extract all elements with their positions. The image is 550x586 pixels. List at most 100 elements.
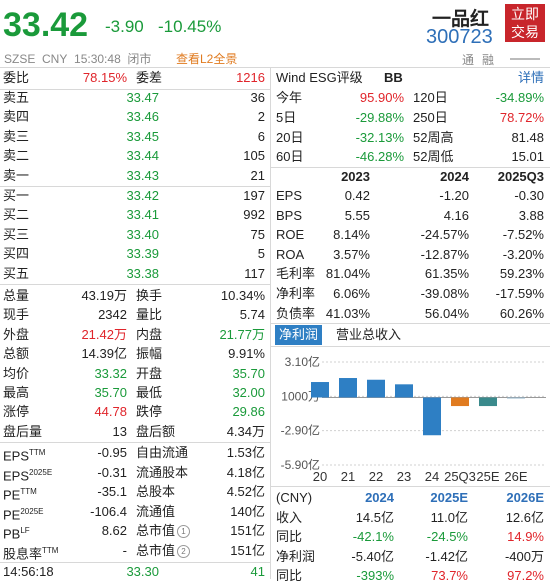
return-label: 20日 <box>276 129 304 145</box>
return-value: 95.90% <box>359 90 404 105</box>
x-tick-label: 20 <box>313 469 327 484</box>
valuation-info-icon[interactable]: 1 <box>177 525 191 539</box>
fin-value: -39.08% <box>420 286 469 301</box>
return-label: 5日 <box>276 109 297 125</box>
currency: CNY <box>42 52 68 66</box>
stat-value: 21.42万 <box>81 326 127 342</box>
level-volume: 21 <box>250 167 265 183</box>
fin-value: 4.16 <box>443 207 469 223</box>
return-value: -32.13% <box>355 129 404 145</box>
fin-value: -17.59% <box>495 286 544 301</box>
fin-label: ROA <box>276 246 305 262</box>
valuation-label-sup: LF <box>20 526 30 536</box>
esg-detail-link[interactable]: 详情 <box>517 70 544 85</box>
fin-value: 3.88 <box>518 207 544 223</box>
fin-label: BPS <box>276 207 303 223</box>
stock-name: 一品红 <box>432 9 490 30</box>
x-tick-label: 25Q3 <box>444 469 476 484</box>
level-price: 33.44 <box>126 148 159 164</box>
return-value: 78.72% <box>499 109 544 125</box>
return-label: 120日 <box>413 90 448 105</box>
stat-value: 44.78 <box>94 404 127 420</box>
tab-revenue[interactable]: 营业总收入 <box>336 327 402 342</box>
stat-value: 35.70 <box>94 385 127 400</box>
fc-col-2025e: 2025E <box>430 490 468 505</box>
x-tick-label: 25E <box>476 469 499 484</box>
fin-table-header: 2023 2024 2025Q3 <box>276 167 546 187</box>
fc-col-2024: 2024 <box>365 490 394 505</box>
stat-row: 总量 43.19万 换手 10.34% <box>3 286 267 306</box>
forecast-label: 净利润 <box>276 548 316 564</box>
fin-value: 60.26% <box>499 305 544 321</box>
forecast-value: -1.42亿 <box>425 548 468 564</box>
x-tick-label: 23 <box>397 469 411 484</box>
stat-row: 盘后量 13 盘后额 4.34万 <box>3 422 267 442</box>
forecast-value: 12.6亿 <box>505 510 544 525</box>
fin-label: 净利率 <box>276 286 316 301</box>
valuation-label-text: 股息率 <box>3 546 43 562</box>
weicha-value: 1216 <box>236 70 265 85</box>
level-price: 33.47 <box>126 90 159 105</box>
tick-time: 14:56:18 <box>3 564 54 579</box>
valuation-label-text: 自由流通 <box>136 445 189 460</box>
bar-22 <box>367 379 385 398</box>
tab-net-profit[interactable]: 净利润 <box>275 325 323 345</box>
trade-button[interactable]: 立即 交易 <box>505 4 545 42</box>
exchange: SZSE <box>4 52 36 66</box>
level-price: 33.39 <box>126 246 159 262</box>
level-price: 33.41 <box>126 207 159 223</box>
stat-label: 振幅 <box>136 346 163 362</box>
orderbook-row: 买一 33.42 197 <box>3 186 267 206</box>
valuation-label-text: 总市值 <box>136 543 176 558</box>
price-change-pct: -10.45% <box>158 17 222 36</box>
valuation-label-sup: TTM <box>20 487 37 497</box>
return-label: 60日 <box>276 149 304 165</box>
level-volume: 117 <box>244 265 265 281</box>
level-price: 33.42 <box>126 188 159 203</box>
valuation-value: -35.1 <box>97 484 127 500</box>
forecast-value: 14.9% <box>507 529 544 545</box>
forecast-value: -24.5% <box>426 529 468 545</box>
y-tick-label: 1000万 <box>281 389 320 403</box>
fin-col-2023: 2023 <box>341 169 370 184</box>
valuation-info-icon[interactable]: 2 <box>177 545 191 558</box>
valuation-row: PE2025E -106.4 流通值 140亿 <box>3 502 267 522</box>
valuation-label-text: 流通值 <box>136 503 176 519</box>
level-price: 33.40 <box>126 226 159 242</box>
fin-row: 净利率 6.06% -39.08% -17.59% <box>276 284 546 304</box>
l2-panorama-link[interactable]: 查看L2全景 <box>176 52 238 66</box>
bar-23 <box>395 384 413 398</box>
stat-value: 29.86 <box>232 404 265 420</box>
orderbook-row: 卖一 33.43 21 <box>3 166 267 186</box>
stat-value: 33.32 <box>94 365 127 381</box>
stat-label: 外盘 <box>3 326 30 342</box>
fin-value: 81.04% <box>325 266 370 282</box>
fin-value: 8.14% <box>333 227 370 243</box>
stat-label: 盘后量 <box>3 423 43 439</box>
stat-label: 跌停 <box>136 404 163 420</box>
stat-label: 涨停 <box>3 404 30 420</box>
stat-value: 5.74 <box>239 307 265 323</box>
forecast-unit: (CNY) <box>276 490 313 505</box>
bar-21 <box>339 378 357 398</box>
forecast-value: 97.2% <box>507 568 544 584</box>
valuation-label-text: PE <box>3 507 21 523</box>
forecast-value: -393% <box>356 568 394 584</box>
stat-value: 21.77万 <box>219 326 265 342</box>
forecast-value: 73.7% <box>431 568 468 584</box>
forecast-label: 同比 <box>276 529 303 545</box>
level-price: 33.46 <box>126 109 159 125</box>
level-volume: 6 <box>257 128 265 144</box>
valuation-label-sup: 2025E <box>20 506 44 516</box>
level-label: 买二 <box>3 207 30 223</box>
valuation-label: PE2025E <box>3 502 43 525</box>
valuation-label: 总市值 1 <box>136 521 191 541</box>
stat-row: 最高 35.70 最低 32.00 <box>3 383 267 403</box>
valuation-label-text: EPS <box>3 448 30 464</box>
valuation-label-sup: TTM <box>42 546 59 555</box>
valuation-row: EPSTTM -0.95 自由流通 1.53亿 <box>3 443 267 463</box>
return-value: -46.28% <box>355 149 404 165</box>
x-tick-label: 22 <box>369 469 383 484</box>
level-price: 33.43 <box>126 167 159 183</box>
stat-value: 9.91% <box>228 346 265 362</box>
